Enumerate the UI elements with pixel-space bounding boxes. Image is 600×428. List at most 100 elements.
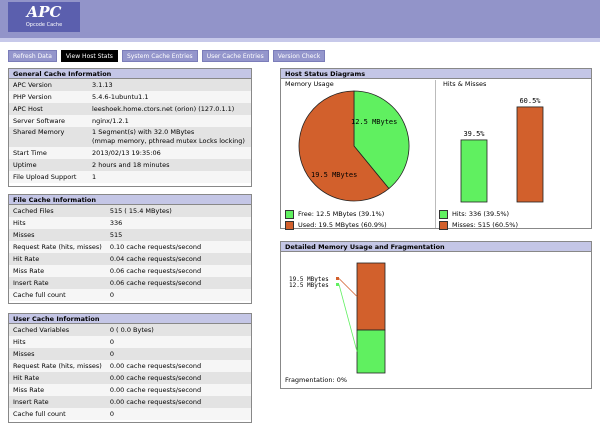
row-value: 3.1.13 bbox=[92, 81, 113, 89]
row-key: Miss Rate bbox=[13, 386, 45, 394]
row-key: APC Host bbox=[13, 105, 43, 113]
row-value: 0.04 cache requests/second bbox=[109, 255, 202, 263]
hits-misses-bars: 39.5% 60.5% bbox=[460, 97, 544, 203]
misses-bar-label: 60.5% bbox=[519, 97, 541, 105]
apc-logo: APC Opcode Cache bbox=[8, 2, 80, 32]
table-row: PHP Version 5.4.6-1ubuntu1.1 bbox=[9, 91, 251, 103]
legend-used-swatch bbox=[285, 220, 294, 230]
table-row: Miss Rate 0.06 cache requests/second bbox=[9, 265, 251, 277]
main-menu: Refresh Data View Host Stats System Cach… bbox=[8, 50, 326, 62]
table-row: Request Rate (hits, misses) 0.10 cache re… bbox=[9, 241, 251, 253]
user-cache-entries-button[interactable]: User Cache Entries bbox=[201, 50, 269, 62]
row-key: APC Version bbox=[13, 81, 52, 89]
file-cache-info-title: File Cache Information bbox=[9, 195, 251, 205]
table-row: Insert Rate 0.06 cache requests/second bbox=[9, 277, 251, 289]
file-cache-info-panel: File Cache Information Cached Files 515 (… bbox=[8, 194, 252, 304]
user-cache-info-panel: User Cache Information Cached Variables 0… bbox=[8, 313, 252, 423]
frag-free-label: 12.5 MBytes bbox=[289, 282, 329, 289]
row-value: leeshoek.home.ctors.net (orion) (127.0.1… bbox=[92, 105, 235, 113]
legend-used: Used: 19.5 MBytes (60.9%) bbox=[285, 220, 387, 230]
table-row: APC Version 3.1.13 bbox=[9, 79, 251, 91]
system-cache-entries-button[interactable]: System Cache Entries bbox=[121, 50, 198, 62]
legend-hits-swatch bbox=[439, 209, 448, 219]
legend-free: Free: 12.5 MBytes (39.1%) bbox=[285, 209, 384, 219]
row-value: 0 bbox=[109, 338, 114, 346]
frag-free-marker bbox=[336, 283, 339, 286]
fragmentation-panel: Detailed Memory Usage and Fragmentation … bbox=[280, 241, 592, 389]
pie-slice-used bbox=[298, 90, 390, 202]
row-key: Shared Memory bbox=[13, 128, 65, 136]
row-key: Insert Rate bbox=[13, 398, 49, 406]
memory-usage-heading: Memory Usage bbox=[285, 80, 334, 88]
row-key: Uptime bbox=[13, 161, 37, 169]
row-key: Start Time bbox=[13, 149, 47, 157]
header-bar: APC Opcode Cache bbox=[0, 0, 600, 38]
row-value: 0 bbox=[109, 350, 114, 358]
row-value: 0.06 cache requests/second bbox=[109, 279, 202, 287]
table-row: Start Time 2013/02/13 19:35:06 bbox=[9, 147, 251, 159]
row-value: 0.10 cache requests/second bbox=[109, 243, 202, 251]
header-divider bbox=[0, 38, 600, 42]
row-key: Misses bbox=[13, 350, 35, 358]
version-check-button[interactable]: Version Check bbox=[272, 50, 326, 62]
general-cache-info-panel: General Cache Information APC Version 3.1… bbox=[8, 68, 252, 187]
pie-free-label: 12.5 MBytes bbox=[351, 118, 397, 126]
hits-bar bbox=[460, 139, 488, 203]
table-row: APC Host leeshoek.home.ctors.net (orion) … bbox=[9, 103, 251, 115]
row-value: 0.00 cache requests/second bbox=[109, 374, 202, 382]
table-row: Hit Rate 0.00 cache requests/second bbox=[9, 372, 251, 384]
row-key: Hits bbox=[13, 338, 26, 346]
pie-slices bbox=[298, 90, 410, 202]
user-cache-info-table: Cached Variables 0 ( 0.0 Bytes) Hits 0 Mis… bbox=[9, 324, 251, 420]
legend-misses: Misses: 515 (60.5%) bbox=[439, 220, 518, 230]
fragmentation-title: Detailed Memory Usage and Fragmentation bbox=[281, 242, 591, 252]
legend-used-text: Used: 19.5 MBytes (60.9%) bbox=[298, 221, 387, 229]
row-value: 0 ( 0.0 Bytes) bbox=[109, 326, 154, 334]
general-cache-info-table: APC Version 3.1.13 PHP Version 5.4.6-1ubun… bbox=[9, 79, 251, 183]
file-cache-info-table: Cached Files 515 ( 15.4 MBytes) Hits 336 M… bbox=[9, 205, 251, 301]
table-row: Hit Rate 0.04 cache requests/second bbox=[9, 253, 251, 265]
hits-misses-bar-chart: 39.5% 60.5% bbox=[460, 97, 544, 203]
frag-used-connector bbox=[338, 278, 358, 297]
table-row: Insert Rate 0.00 cache requests/second bbox=[9, 396, 251, 408]
row-value: 2 hours and 18 minutes bbox=[92, 161, 170, 169]
user-cache-info-title: User Cache Information bbox=[9, 314, 251, 324]
row-key: PHP Version bbox=[13, 93, 52, 101]
table-row: Cache full count 0 bbox=[9, 408, 251, 420]
misses-bar bbox=[516, 106, 544, 203]
row-key: Insert Rate bbox=[13, 279, 49, 287]
row-key: Hit Rate bbox=[13, 374, 40, 382]
table-row: Miss Rate 0.00 cache requests/second bbox=[9, 384, 251, 396]
host-status-diagrams-title: Host Status Diagrams bbox=[281, 69, 591, 79]
frag-used-segment bbox=[356, 262, 386, 331]
row-value: 0.00 cache requests/second bbox=[109, 398, 202, 406]
row-value: 515 bbox=[109, 231, 123, 239]
table-row: Hits 336 bbox=[9, 217, 251, 229]
table-row: Request Rate (hits, misses) 0.00 cache re… bbox=[9, 360, 251, 372]
view-host-stats-button[interactable]: View Host Stats bbox=[60, 50, 118, 62]
row-key: Cache full count bbox=[13, 410, 66, 418]
row-key: Misses bbox=[13, 231, 35, 239]
legend-free-swatch bbox=[285, 209, 294, 219]
general-cache-info-title: General Cache Information bbox=[9, 69, 251, 79]
row-value: 0 bbox=[109, 291, 114, 299]
frag-used-label: 19.5 MBytes bbox=[289, 276, 329, 283]
legend-hits: Hits: 336 (39.5%) bbox=[439, 209, 509, 219]
row-value: 0.06 cache requests/second bbox=[109, 267, 202, 275]
refresh-data-button[interactable]: Refresh Data bbox=[8, 50, 57, 62]
frag-free-connector bbox=[338, 284, 358, 352]
pie-used-label: 19.5 MBytes bbox=[311, 171, 357, 179]
legend-hits-text: Hits: 336 (39.5%) bbox=[452, 210, 510, 218]
table-row: Misses 515 bbox=[9, 229, 251, 241]
table-row: Cache full count 0 bbox=[9, 289, 251, 301]
table-row: Server Software nginx/1.2.1 bbox=[9, 115, 251, 127]
hits-misses-heading: Hits & Misses bbox=[443, 80, 487, 88]
diagram-divider bbox=[435, 80, 436, 228]
table-row: Shared Memory 1 Segment(s) with 32.0 MByt… bbox=[9, 127, 251, 147]
row-key: Server Software bbox=[13, 117, 66, 125]
row-value: 5.4.6-1ubuntu1.1 bbox=[92, 93, 149, 101]
row-value: 0 bbox=[109, 410, 114, 418]
row-key: Cached Files bbox=[13, 207, 54, 215]
row-value: 1 bbox=[92, 173, 97, 181]
